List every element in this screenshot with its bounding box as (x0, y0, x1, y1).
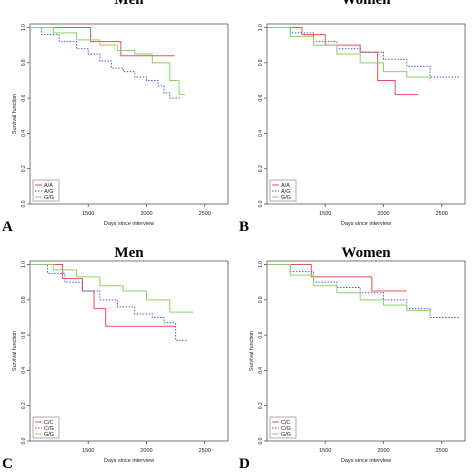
y-tick-label: 1.0 (21, 24, 27, 31)
y-tick-label: 0.0 (258, 437, 264, 444)
x-tick-label: 2500 (199, 211, 211, 217)
panel-b-chart: 0.0 0.2 0.4 0.6 0.8 1.0 1500 2000 2500 Days since… (258, 23, 466, 227)
panel-a-title: Men (114, 0, 144, 8)
series-c-g-line (267, 264, 460, 318)
x-tick-label: 2000 (377, 448, 389, 454)
series-a-a-line (30, 27, 175, 57)
series-c-c-line (267, 264, 407, 292)
y-tick-label: 0.8 (21, 296, 27, 303)
panel-b-letter: B (239, 219, 250, 235)
y-tick-label: 0.0 (21, 200, 27, 207)
y-tick-label: 0.4 (21, 130, 27, 137)
panel-c-title: Men (114, 245, 144, 261)
y-tick-label: 0.0 (258, 200, 264, 207)
series-g-g-line (30, 27, 185, 96)
series-g-g-line (267, 27, 431, 81)
plot-frame (266, 260, 466, 442)
legend-label: G/G (44, 432, 54, 438)
legend-label: A/A (281, 183, 290, 189)
legend-label: G/G (44, 195, 54, 201)
y-tick-label: 0.6 (21, 331, 27, 338)
plot-frame (266, 23, 466, 205)
y-tick-label: 0.8 (258, 59, 264, 66)
legend-label: A/G (281, 189, 290, 195)
x-tick-label: 2000 (140, 211, 152, 217)
panel-d-letter: D (239, 456, 250, 472)
x-tick-label: 1500 (319, 448, 331, 454)
panel-d-chart: 0.0 0.2 0.4 0.6 0.8 1.0 1500 2000 2500 Days since… (249, 260, 466, 464)
panel-c: Men C 0.0 0.2 0.4 0.6 0.8 1.0 1500 2000 2500 Days… (0, 237, 235, 474)
legend-label: C/G (44, 426, 54, 432)
x-axis-label: Days since interview (104, 221, 154, 227)
panel-b: Women B 0.0 0.2 0.4 0.6 0.8 1.0 1500 2000 2500 Da… (237, 0, 474, 237)
panel-a: Men A 0.0 0.2 0.4 0.6 0.8 1.0 1500 2000 2500 Days… (0, 0, 235, 237)
x-tick-label: 2000 (377, 211, 389, 217)
y-tick-label: 0.2 (21, 402, 27, 409)
panel-d-title: Women (341, 245, 391, 261)
x-tick-label: 1500 (82, 448, 94, 454)
series-g-g-line (30, 264, 194, 313)
x-tick-label: 2500 (436, 448, 448, 454)
x-tick-label: 2500 (436, 211, 448, 217)
y-tick-label: 1.0 (258, 261, 264, 268)
y-tick-label: 1.0 (258, 24, 264, 31)
legend-label: G/G (281, 432, 291, 438)
y-tick-label: 0.8 (258, 296, 264, 303)
panel-a-letter: A (2, 219, 13, 235)
y-tick-label: 0.4 (21, 367, 27, 374)
panel-a-chart: 0.0 0.2 0.4 0.6 0.8 1.0 1500 2000 2500 Days since… (12, 23, 229, 227)
legend-label: A/G (44, 189, 53, 195)
x-axis-label: Days since interview (104, 458, 154, 464)
y-axis-label: Survival function (12, 94, 18, 134)
x-tick-label: 2500 (199, 448, 211, 454)
x-tick-label: 1500 (319, 211, 331, 217)
y-tick-label: 0.2 (258, 165, 264, 172)
x-tick-label: 2000 (140, 448, 152, 454)
legend-label: C/G (281, 426, 291, 432)
panel-d: Women D 0.0 0.2 0.4 0.6 0.8 1.0 1500 2000 2500 Da… (237, 237, 474, 474)
series-c-g-line (30, 264, 188, 341)
y-tick-label: 0.4 (258, 367, 264, 374)
y-tick-label: 1.0 (21, 261, 27, 268)
x-axis-label: Days since interview (341, 458, 391, 464)
plot-frame (29, 260, 229, 442)
series-a-a-line (267, 27, 419, 96)
series-a-g-line (267, 27, 460, 78)
y-tick-label: 0.4 (258, 130, 264, 137)
y-tick-label: 0.6 (258, 331, 264, 338)
series-a-g-line (30, 27, 182, 99)
y-tick-label: 0.6 (258, 94, 264, 101)
panel-c-chart: 0.0 0.2 0.4 0.6 0.8 1.0 1500 2000 2500 Days since… (12, 260, 229, 464)
legend-label: C/C (281, 420, 291, 426)
x-tick-label: 1500 (82, 211, 94, 217)
y-axis-label: Survival function (249, 331, 255, 371)
y-tick-label: 0.8 (21, 59, 27, 66)
x-axis-label: Days since interview (341, 221, 391, 227)
y-axis-label: Survival function (12, 331, 18, 371)
y-tick-label: 0.2 (258, 402, 264, 409)
y-tick-label: 0.6 (21, 94, 27, 101)
y-tick-label: 0.2 (21, 165, 27, 172)
plot-frame (29, 23, 229, 205)
legend-label: G/G (281, 195, 291, 201)
panel-b-title: Women (341, 0, 391, 8)
panel-c-letter: C (2, 456, 13, 472)
legend-label: A/A (44, 183, 53, 189)
y-tick-label: 0.0 (21, 437, 27, 444)
series-g-g-line (267, 264, 431, 316)
legend-label: C/C (44, 420, 54, 426)
